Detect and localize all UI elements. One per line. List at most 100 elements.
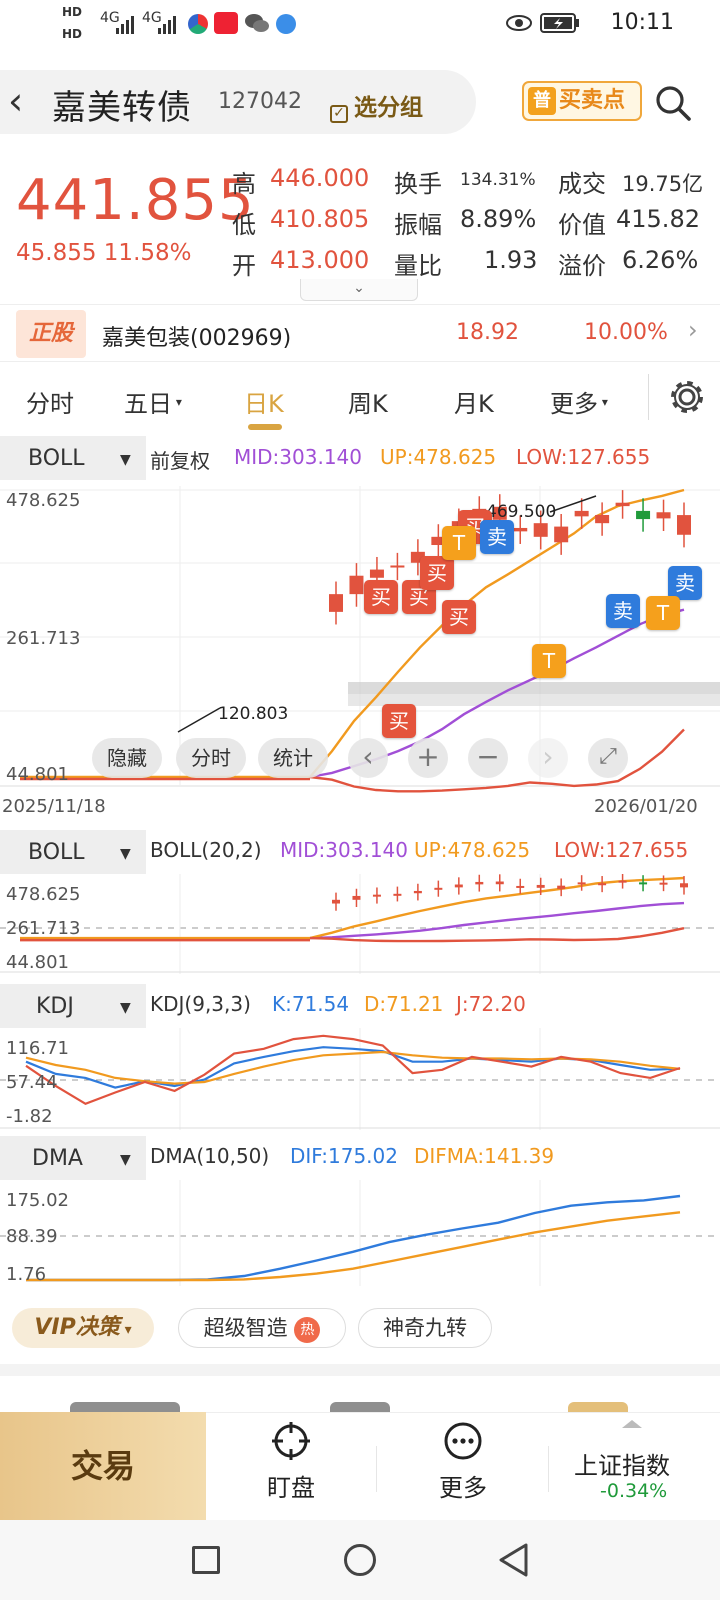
signal-sell[interactable]: 卖	[606, 594, 640, 628]
more-button[interactable]: 更多	[398, 1420, 528, 1503]
underlying-stock-row[interactable]	[0, 304, 720, 362]
back-icon[interactable]: ‹	[8, 79, 24, 123]
candle	[636, 510, 651, 520]
browser-icon	[276, 14, 296, 34]
indicator-name: KDJ	[36, 994, 74, 1019]
security-code: 127042	[218, 89, 302, 114]
candle	[677, 515, 691, 535]
candle	[413, 890, 422, 894]
tab-monthly-k[interactable]: 月K	[454, 390, 494, 418]
kline-chart[interactable]	[0, 486, 720, 826]
open-label: 开	[232, 252, 256, 280]
fullscreen-button[interactable]: ⤢	[588, 738, 628, 778]
expand-quote-button[interactable]: ⌄	[300, 279, 418, 301]
index-name[interactable]: 上证指数	[574, 1452, 670, 1480]
active-tab-indicator	[248, 424, 282, 430]
dma-chart[interactable]	[0, 1180, 720, 1286]
tab-weekly-k[interactable]: 周K	[348, 390, 388, 418]
premium-value: 6.26%	[622, 246, 699, 274]
y-axis-top: 478.625	[6, 490, 81, 511]
candle	[372, 894, 381, 897]
signal-sell[interactable]: 卖	[480, 520, 514, 554]
watch-button[interactable]: 盯盘	[226, 1420, 356, 1503]
candle	[410, 551, 425, 563]
underlying-percent: 10.00%	[584, 320, 668, 345]
home-icon[interactable]	[344, 1544, 376, 1576]
y-axis-bottom: 44.801	[6, 952, 69, 973]
tab-five-day[interactable]: 五日 ▾	[124, 384, 182, 419]
signal-buy[interactable]: 买	[382, 704, 416, 738]
magic-nine-button[interactable]: 神奇九转	[358, 1308, 492, 1348]
candle	[495, 881, 504, 885]
stats-button[interactable]: 统计	[258, 738, 328, 778]
candle	[615, 502, 630, 507]
super-smart-button[interactable]: 超级智造 热	[178, 1308, 346, 1348]
back-nav-icon[interactable]	[496, 1542, 530, 1578]
signal-icon	[158, 16, 176, 34]
boll-low-line	[309, 728, 685, 793]
adjust-mode[interactable]: 前复权	[150, 449, 210, 473]
candle	[431, 536, 446, 546]
hidden-tab	[70, 1402, 180, 1412]
volume-ratio-label: 量比	[394, 252, 442, 280]
signal-t[interactable]: T	[442, 526, 476, 560]
candle	[329, 594, 343, 612]
candle	[533, 523, 548, 537]
open-value: 413.000	[270, 246, 370, 274]
low-marker-line	[177, 707, 221, 733]
signal-buy[interactable]: 买	[402, 580, 436, 614]
signal-buy[interactable]: 买	[420, 556, 454, 590]
recent-apps-icon[interactable]	[192, 1546, 220, 1574]
index-change: -0.34%	[600, 1480, 668, 1502]
boll-chart[interactable]	[0, 874, 720, 974]
scroll-left-button[interactable]: ‹	[348, 738, 388, 778]
dma-dif-value: DIF:175.02	[290, 1144, 398, 1168]
buy-sell-point-button[interactable]: 普买卖点	[522, 81, 642, 121]
candle	[349, 575, 364, 595]
eye-icon	[506, 15, 532, 31]
y-axis-mid: 261.713	[6, 918, 81, 939]
header-bar	[0, 70, 476, 134]
divider	[376, 1446, 377, 1492]
tab-intraday[interactable]: 分时	[26, 390, 74, 418]
signal-t[interactable]: T	[646, 596, 680, 630]
high-marker-line	[549, 495, 597, 513]
signal-buy[interactable]: 买	[442, 600, 476, 634]
indicator-selector[interactable]	[0, 436, 146, 480]
candle	[390, 565, 405, 568]
tab-more[interactable]: 更多 ▾	[550, 384, 608, 419]
amplitude-label: 振幅	[394, 211, 442, 239]
select-group-button[interactable]: ✓ 选分组	[330, 88, 423, 123]
trade-button[interactable]: 交易	[0, 1412, 206, 1520]
candle	[434, 887, 443, 890]
gear-icon[interactable]	[668, 378, 706, 416]
dma-difma-value: DIFMA:141.39	[414, 1144, 555, 1168]
zoom-in-button[interactable]: +	[408, 738, 448, 778]
buy-sell-prefix: 普	[528, 87, 556, 115]
change-percent: 11.58%	[103, 240, 192, 266]
y-axis-bottom: 1.76	[6, 1264, 47, 1285]
chevron-right-icon[interactable]: ›	[688, 316, 698, 344]
candle	[454, 884, 463, 888]
search-icon[interactable]	[654, 84, 692, 122]
signal-t[interactable]: T	[532, 644, 566, 678]
indicator-selector[interactable]	[0, 830, 146, 874]
boll-mid-value: MID:303.140	[234, 445, 362, 469]
vip-decision-button[interactable]: VIP决策 ▾	[12, 1308, 154, 1348]
turnover-value: 134.31%	[460, 170, 536, 190]
kdj-chart[interactable]	[0, 1028, 720, 1130]
zoom-out-button[interactable]: −	[468, 738, 508, 778]
hide-button[interactable]: 隐藏	[92, 738, 162, 778]
signal-sell[interactable]: 卖	[668, 566, 702, 600]
last-price: 441.855	[16, 168, 255, 233]
boll-up-value: UP:478.625	[380, 445, 497, 469]
intraday-button[interactable]: 分时	[176, 738, 246, 778]
indicator-selector[interactable]	[0, 1136, 146, 1180]
signal-buy[interactable]: 买	[364, 580, 398, 614]
scroll-right-button[interactable]: ›	[528, 738, 568, 778]
status-bar: HD HD 4G 4G 10:11	[0, 0, 720, 50]
tab-daily-k[interactable]: 日K	[244, 390, 284, 418]
indicator-selector[interactable]	[0, 984, 146, 1028]
tab-more-label: 更多	[550, 390, 598, 418]
